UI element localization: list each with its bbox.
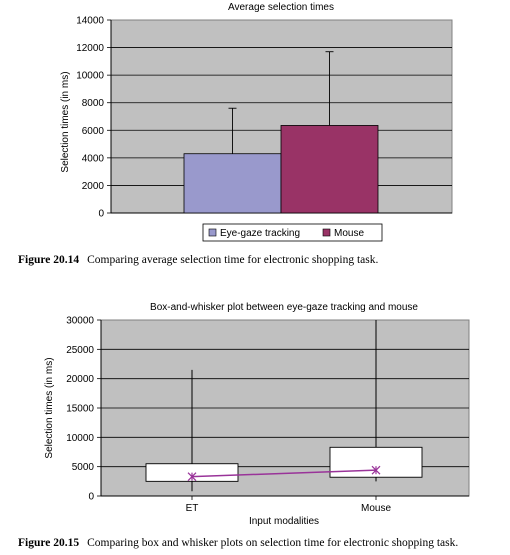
mean-marker-0 (187, 472, 197, 482)
figure-caption-2: Figure 20.15 Comparing box and whisker pl… (18, 537, 458, 549)
figure-text-1: Comparing average selection time for ele… (87, 254, 379, 266)
chart-title-2: Box-and-whisker plot between eye-gaze tr… (150, 302, 418, 313)
legend-label-eye-gaze: Eye-gaze tracking (220, 228, 300, 239)
bar-chart: 0 2000 4000 6000 8000 10000 12000 14000 Average… (60, 2, 453, 242)
y-tick-label-2: 20000 (66, 374, 94, 385)
mean-line (191, 469, 377, 478)
y-axis-label: Selection times (in ms) (60, 71, 71, 172)
y-tick-label-2: 30000 (66, 316, 94, 327)
figure-label-1: Figure 20.14 (18, 254, 80, 266)
legend-swatch-eye-gaze (208, 228, 217, 237)
y-axis-label-2: Selection times (in ms) (44, 357, 55, 458)
figure-text-2: Comparing box and whisker plots on selec… (87, 537, 459, 549)
y-tick-label: 6000 (82, 126, 105, 137)
bar-1 (280, 125, 379, 214)
chart-title: Average selection times (228, 2, 334, 13)
legend-swatch-mouse (322, 228, 331, 237)
x-tick-label: ET (186, 503, 199, 514)
figure-label-2: Figure 20.15 (18, 537, 80, 549)
y-tick-label: 4000 (82, 153, 105, 164)
y-tick-label-2: 25000 (66, 345, 94, 356)
y-tick-label: 14000 (76, 16, 104, 27)
y-tick-label: 12000 (76, 43, 104, 54)
figure-caption-1: Figure 20.14 Comparing average selection … (18, 254, 378, 266)
y-tick-label-2: 10000 (66, 433, 94, 444)
y-tick-label-2: 15000 (66, 404, 94, 415)
legend-label-mouse: Mouse (334, 228, 364, 239)
y-tick-label: 10000 (76, 71, 104, 82)
mean-marker-1 (371, 465, 381, 475)
x-axis-label-2: Input modalities (249, 516, 319, 527)
y-tick-label: 8000 (82, 98, 105, 109)
box-0 (145, 463, 239, 482)
y-tick-label-2: 5000 (72, 462, 95, 473)
legend: Eye-gaze tracking Mouse (202, 223, 383, 242)
bar-0 (183, 153, 282, 214)
x-tick-label: Mouse (361, 503, 391, 514)
y-tick-label: 0 (98, 209, 104, 220)
y-tick-label: 2000 (82, 181, 105, 192)
y-tick-label-2: 0 (88, 492, 94, 503)
